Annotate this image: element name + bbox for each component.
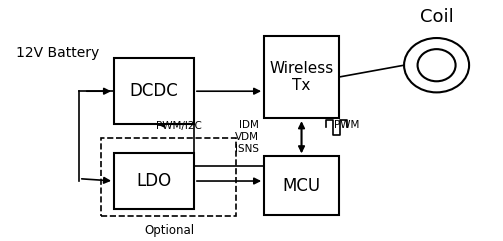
- Text: PWM/I2C: PWM/I2C: [156, 121, 202, 131]
- Text: DCDC: DCDC: [130, 82, 179, 100]
- Text: MCU: MCU: [283, 177, 320, 195]
- Text: PWM: PWM: [334, 120, 360, 130]
- Bar: [114, 58, 194, 124]
- Text: Wireless
Tx: Wireless Tx: [270, 61, 333, 93]
- Text: Optional: Optional: [144, 224, 194, 237]
- Text: 12V Battery: 12V Battery: [17, 46, 100, 60]
- Ellipse shape: [417, 49, 456, 81]
- Bar: [264, 156, 339, 215]
- Text: IDM
VDM
ISNS: IDM VDM ISNS: [235, 120, 259, 154]
- Bar: [114, 153, 194, 209]
- Bar: [102, 139, 236, 216]
- Bar: [264, 36, 339, 118]
- Text: LDO: LDO: [136, 172, 172, 190]
- Text: Coil: Coil: [420, 8, 454, 27]
- Ellipse shape: [404, 38, 469, 92]
